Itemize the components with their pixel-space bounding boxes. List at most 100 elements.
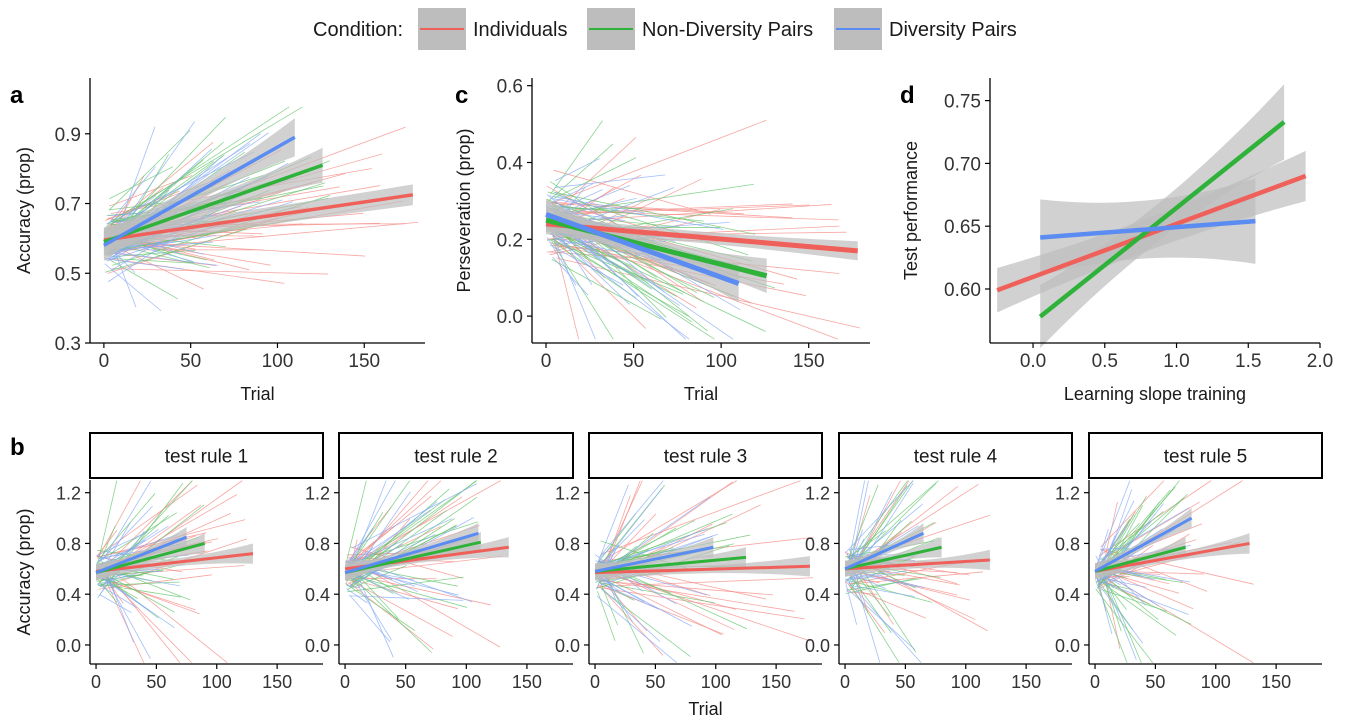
participant-line-diversity bbox=[1096, 577, 1113, 635]
participant-line-diversity bbox=[108, 258, 184, 270]
participant-line-non_diversity bbox=[597, 513, 637, 564]
y-tick-label: 0.4 bbox=[305, 585, 330, 605]
y-tick-label: 0.8 bbox=[305, 534, 330, 554]
y-tick-label: 0.0 bbox=[56, 636, 81, 656]
x-tick-label: 100 bbox=[1201, 672, 1231, 692]
x-axis-label: Trial bbox=[688, 699, 722, 719]
facet-strip bbox=[838, 432, 1073, 479]
participant-line-non_diversity bbox=[846, 578, 922, 591]
participant-line-diversity bbox=[96, 531, 148, 556]
participant-line-diversity bbox=[846, 570, 890, 581]
participant-line-non_diversity bbox=[345, 583, 416, 631]
participant-line-individuals bbox=[351, 480, 501, 564]
participant-line-diversity bbox=[553, 191, 613, 223]
y-tick-label: 0.5 bbox=[55, 264, 81, 285]
y-tick-label: 0.3 bbox=[55, 334, 81, 355]
participant-line-diversity bbox=[107, 251, 219, 266]
participant-line-non_diversity bbox=[600, 588, 691, 657]
participant-line-non_diversity bbox=[100, 563, 185, 585]
participant-line-non_diversity bbox=[108, 258, 179, 300]
fit-line-diversity bbox=[95, 535, 188, 575]
legend-entry-individuals: Individuals bbox=[418, 8, 568, 50]
participant-line-individuals bbox=[105, 251, 216, 266]
x-tick-label: 0 bbox=[99, 351, 110, 372]
x-tick-label: 150 bbox=[1011, 672, 1041, 692]
y-tick-label: 0.8 bbox=[805, 534, 830, 554]
fit-line-diversity bbox=[103, 135, 296, 247]
y-tick-label: 0.8 bbox=[56, 534, 81, 554]
x-tick-label: 100 bbox=[451, 672, 481, 692]
participant-line-diversity bbox=[844, 581, 858, 625]
y-tick-label: 1.2 bbox=[305, 484, 330, 504]
participant-line-diversity bbox=[548, 183, 594, 205]
participant-line-individuals bbox=[555, 240, 647, 329]
participant-line-non_diversity bbox=[1101, 581, 1192, 625]
facet-strip-label: test rule 1 bbox=[165, 447, 248, 468]
participant-line-non_diversity bbox=[846, 480, 908, 564]
y-tick-label: 0.4 bbox=[805, 585, 830, 605]
participant-line-diversity bbox=[549, 244, 624, 286]
facet-strip-label: test rule 4 bbox=[914, 447, 998, 468]
participant-line-diversity bbox=[345, 518, 453, 567]
fit-line-diversity bbox=[594, 545, 714, 573]
facet-strip bbox=[89, 432, 324, 479]
x-tick-label: 100 bbox=[701, 672, 731, 692]
participant-line-individuals bbox=[596, 586, 805, 620]
participant-line-diversity bbox=[849, 480, 869, 569]
panel-label-a: a bbox=[10, 82, 24, 109]
y-tick-label: 0.7 bbox=[55, 195, 81, 216]
x-tick-label: 50 bbox=[1145, 672, 1165, 692]
fit-line-individuals bbox=[545, 221, 858, 254]
participant-line-diversity bbox=[546, 237, 577, 286]
participant-line-diversity bbox=[106, 151, 255, 225]
fit-line-diversity bbox=[1094, 516, 1193, 573]
participant-line-diversity bbox=[550, 233, 690, 340]
facet-strip-label: test rule 5 bbox=[1164, 447, 1247, 468]
x-tick-label: 150 bbox=[761, 672, 791, 692]
participant-line-diversity bbox=[550, 197, 724, 230]
fit-line-non_diversity bbox=[344, 540, 482, 575]
participant-line-individuals bbox=[96, 484, 198, 558]
y-tick-label: 0.4 bbox=[1055, 585, 1080, 605]
participant-line-individuals bbox=[600, 580, 773, 596]
participant-line-non_diversity bbox=[349, 480, 411, 567]
y-tick-label: 0.6 bbox=[497, 77, 523, 98]
x-tick-label: 0 bbox=[1090, 672, 1100, 692]
participant-line-non_diversity bbox=[347, 576, 464, 593]
x-tick-label: 150 bbox=[262, 672, 292, 692]
participant-line-diversity bbox=[1098, 480, 1131, 562]
y-tick-label: 0.65 bbox=[944, 217, 981, 238]
x-tick-label: 0 bbox=[590, 672, 600, 692]
participant-line-non_diversity bbox=[551, 258, 662, 320]
participant-line-non_diversity bbox=[554, 192, 756, 235]
fit-line-non_diversity bbox=[844, 545, 942, 571]
y-tick-label: 0.4 bbox=[497, 153, 524, 174]
participant-line-diversity bbox=[554, 233, 630, 305]
legend-entry-non_diversity: Non-Diversity Pairs bbox=[587, 8, 813, 50]
participant-line-non_diversity bbox=[1101, 573, 1159, 620]
participant-line-individuals bbox=[550, 204, 810, 216]
x-tick-label: 50 bbox=[146, 672, 166, 692]
y-tick-label: 0.8 bbox=[555, 534, 580, 554]
panel-label-b-1: b bbox=[10, 434, 25, 461]
legend-label: Diversity Pairs bbox=[889, 19, 1017, 41]
participant-line-individuals bbox=[351, 581, 453, 637]
y-tick-label: 0.4 bbox=[555, 585, 580, 605]
x-tick-label: 50 bbox=[180, 351, 201, 372]
panel-b-1: 0 50 100 150 0.0 0.4 0.8 1.2 Accuracy (prop) b tes… bbox=[10, 432, 324, 692]
x-axis-label: Trial bbox=[240, 384, 274, 404]
panel-a: 0 50 100 150 0.3 0.5 0.7 0.9 Trial Accuracy (prop… bbox=[10, 78, 425, 404]
fit-line-individuals bbox=[594, 564, 810, 575]
y-tick-label: 0.75 bbox=[944, 92, 981, 113]
participant-line-non_diversity bbox=[111, 106, 303, 221]
x-tick-label: 2.0 bbox=[1307, 351, 1333, 372]
fit-line-diversity bbox=[1040, 218, 1256, 240]
participant-line-non_diversity bbox=[851, 480, 939, 557]
participant-line-diversity bbox=[847, 480, 866, 569]
participant-line-non_diversity bbox=[847, 579, 933, 603]
participant-line-diversity bbox=[851, 573, 886, 590]
participant-line-non_diversity bbox=[551, 227, 692, 323]
y-tick-label: 0.0 bbox=[805, 636, 830, 656]
participant-line-diversity bbox=[351, 483, 478, 549]
participant-line-diversity bbox=[1101, 500, 1135, 566]
